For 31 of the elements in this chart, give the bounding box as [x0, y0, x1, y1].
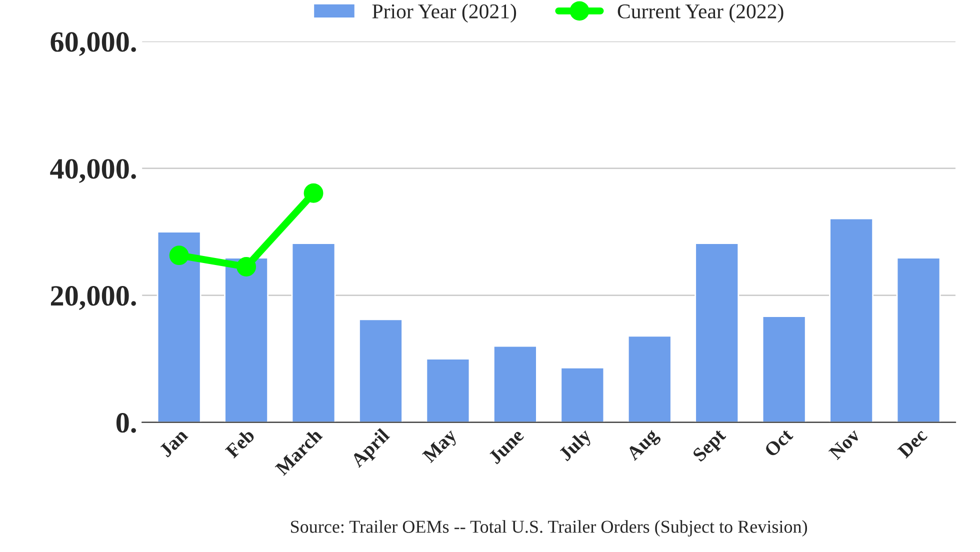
point	[169, 246, 189, 266]
bar	[291, 242, 336, 422]
x-tick-label: Oct	[764, 428, 794, 458]
legend-label: Prior Year (2021)	[372, 4, 516, 23]
bar	[560, 366, 605, 422]
point	[304, 183, 324, 203]
source-note: Source: Trailer OEMs -- Total U.S. Trailer Orders (Subject to Revision)	[291, 520, 808, 537]
legend-label: Current Year (2022)	[618, 4, 784, 23]
x-tick-label: Aug	[626, 428, 662, 464]
y-tick-label: 20,000.	[50, 286, 136, 310]
x-tick-label: Dec	[897, 428, 928, 459]
bar	[426, 358, 470, 422]
y-tick-label: 0.	[116, 413, 136, 433]
x-tick-label: Nov	[828, 428, 861, 460]
x-tick-label: Jan	[158, 428, 189, 458]
x-tick-label: May	[422, 428, 460, 466]
bar	[492, 345, 538, 422]
y-tick-label: 60,000.	[50, 32, 136, 56]
x-tick-label: June	[488, 428, 525, 465]
bar	[829, 218, 874, 422]
bar	[358, 318, 403, 422]
y-tick-label: 40,000.	[50, 159, 136, 183]
bar	[156, 231, 202, 422]
bar	[896, 257, 941, 422]
bar	[762, 316, 806, 422]
x-tick-label: July	[558, 427, 595, 464]
bar	[694, 242, 740, 422]
bar	[627, 335, 672, 422]
x-tick-label: Feb	[224, 428, 256, 459]
point	[236, 257, 256, 276]
x-tick-label: Sept	[692, 428, 730, 465]
